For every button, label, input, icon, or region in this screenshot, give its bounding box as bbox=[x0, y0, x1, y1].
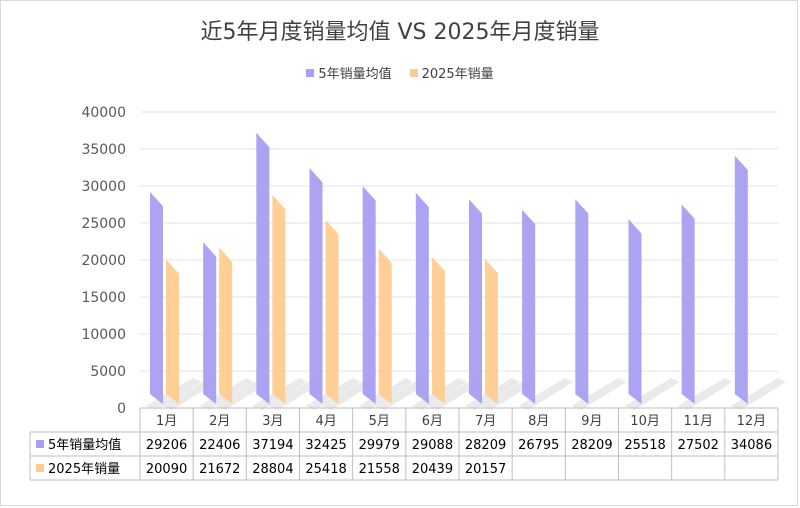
table-cell-0-11: 34086 bbox=[731, 438, 772, 453]
legend-label-avg: 5年销量均值 bbox=[318, 67, 392, 82]
table-cell-1-5: 20439 bbox=[412, 462, 453, 477]
table-cell-1-4: 21558 bbox=[359, 462, 400, 477]
table-cell-1-6: 20157 bbox=[465, 462, 506, 477]
table-row-swatch-1 bbox=[36, 464, 44, 472]
chart-title: 近5年月度销量均值 VS 2025年月度销量 bbox=[200, 20, 600, 45]
bar-avg-6月 bbox=[415, 192, 429, 404]
legend-swatch-2025 bbox=[409, 68, 418, 77]
bar-2025-1月 bbox=[166, 259, 179, 404]
y-tick-label-30000: 30000 bbox=[81, 179, 126, 195]
table-header-11月: 11月 bbox=[683, 414, 713, 429]
y-tick-label-25000: 25000 bbox=[81, 216, 126, 232]
table-cell-0-1: 22406 bbox=[199, 438, 240, 453]
bar-avg-5月 bbox=[362, 186, 376, 404]
bar-2025-4月 bbox=[325, 219, 339, 404]
table-cell-0-9: 25518 bbox=[624, 438, 665, 453]
bar-avg-11月 bbox=[681, 204, 695, 404]
bar-avg-4月 bbox=[309, 168, 323, 404]
table-header-9月: 9月 bbox=[581, 414, 602, 429]
bar-avg-1月 bbox=[150, 191, 163, 404]
table-header-10月: 10月 bbox=[630, 414, 660, 429]
legend-item-avg: 5年销量均值 bbox=[306, 63, 392, 82]
table-header-1月: 1月 bbox=[156, 414, 177, 429]
table-row-swatch-0 bbox=[36, 440, 44, 448]
bar-2025-6月 bbox=[431, 256, 445, 404]
table-cell-0-8: 28209 bbox=[571, 438, 612, 453]
bar-avg-10月 bbox=[628, 219, 642, 404]
table-header-4月: 4月 bbox=[315, 414, 336, 429]
table-cell-0-5: 29088 bbox=[412, 438, 453, 453]
bar-2025-3月 bbox=[272, 194, 286, 404]
y-tick-label-5000: 5000 bbox=[90, 364, 126, 380]
table-header-8月: 8月 bbox=[528, 414, 549, 429]
y-tick-label-40000: 40000 bbox=[81, 105, 126, 121]
table-row-label-0: 5年销量均值 bbox=[48, 437, 121, 453]
bar-2025-2月 bbox=[219, 247, 233, 404]
y-tick-label-15000: 15000 bbox=[81, 290, 126, 306]
table-cell-0-4: 29979 bbox=[359, 438, 400, 453]
table-cell-0-2: 37194 bbox=[252, 438, 293, 453]
table-header-7月: 7月 bbox=[475, 414, 496, 429]
table-header-6月: 6月 bbox=[422, 414, 443, 429]
table-cell-0-0: 29206 bbox=[146, 438, 187, 453]
bar-avg-7月 bbox=[469, 199, 482, 404]
legend-swatch-avg bbox=[306, 68, 315, 77]
bar-shadow-avg-9 bbox=[624, 378, 680, 410]
table-cell-1-2: 28804 bbox=[252, 462, 293, 477]
legend-item-2025: 2025年销量 bbox=[409, 63, 494, 82]
y-tick-label-0: 0 bbox=[117, 401, 126, 417]
y-tick-label-35000: 35000 bbox=[81, 142, 126, 158]
table-cell-0-3: 32425 bbox=[305, 438, 346, 453]
table-cell-0-10: 27502 bbox=[678, 438, 719, 453]
table-cell-0-7: 26795 bbox=[518, 438, 559, 453]
bar-avg-8月 bbox=[522, 209, 536, 404]
bar-shadow-avg-10 bbox=[677, 378, 733, 410]
bar-avg-3月 bbox=[256, 132, 270, 404]
table-cell-1-1: 21672 bbox=[199, 462, 240, 477]
table-row-label-1: 2025年销量 bbox=[48, 462, 120, 477]
y-tick-label-20000: 20000 bbox=[81, 253, 126, 269]
bar-shadow-avg-11 bbox=[730, 378, 786, 410]
legend-label-2025: 2025年销量 bbox=[421, 67, 494, 82]
bar-shadow-avg-8 bbox=[571, 378, 627, 410]
bar-avg-12月 bbox=[734, 155, 748, 404]
bar-2025-7月 bbox=[485, 258, 498, 404]
table-cell-1-3: 25418 bbox=[305, 462, 346, 477]
table-header-3月: 3月 bbox=[262, 414, 283, 429]
table-header-5月: 5月 bbox=[369, 414, 390, 429]
legend: 5年销量均值 2025年销量 bbox=[0, 63, 800, 82]
table-cell-1-0: 20090 bbox=[146, 462, 187, 477]
table-header-2月: 2月 bbox=[209, 414, 230, 429]
table-cell-0-6: 28209 bbox=[465, 438, 506, 453]
table-header-12月: 12月 bbox=[737, 414, 767, 429]
bar-2025-5月 bbox=[378, 248, 392, 404]
y-tick-label-10000: 10000 bbox=[81, 327, 126, 343]
bar-avg-9月 bbox=[575, 199, 589, 404]
bar-shadow-avg-7 bbox=[518, 378, 574, 410]
bar-avg-2月 bbox=[203, 242, 217, 404]
